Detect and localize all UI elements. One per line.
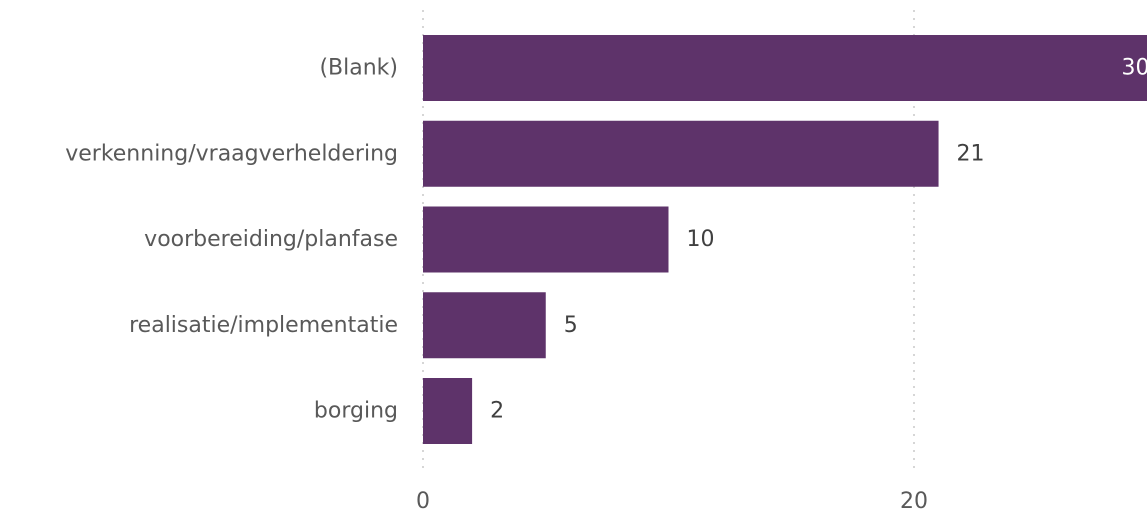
x-tick-label: 20: [900, 489, 928, 514]
value-label: 30: [1122, 56, 1147, 81]
value-label: 2: [490, 399, 504, 424]
category-label: verkenning/vraagverheldering: [65, 141, 398, 166]
bar: [423, 292, 546, 358]
category-label: borging: [314, 399, 398, 424]
bar: [423, 35, 1147, 101]
value-label: 10: [687, 227, 715, 252]
x-axis-ticks: 0 20: [416, 489, 928, 514]
category-labels: (Blank) verkenning/vraagverheldering voorb…: [65, 56, 398, 424]
bar: [423, 207, 669, 273]
x-tick-label: 0: [416, 489, 430, 514]
category-label: voorbereiding/planfase: [144, 227, 398, 252]
bar: [423, 378, 472, 444]
category-label: (Blank): [319, 56, 398, 81]
category-label: realisatie/implementatie: [129, 313, 398, 338]
value-label: 5: [564, 313, 578, 338]
value-label: 21: [957, 141, 985, 166]
bars: [423, 35, 1147, 444]
bar: [423, 121, 939, 187]
